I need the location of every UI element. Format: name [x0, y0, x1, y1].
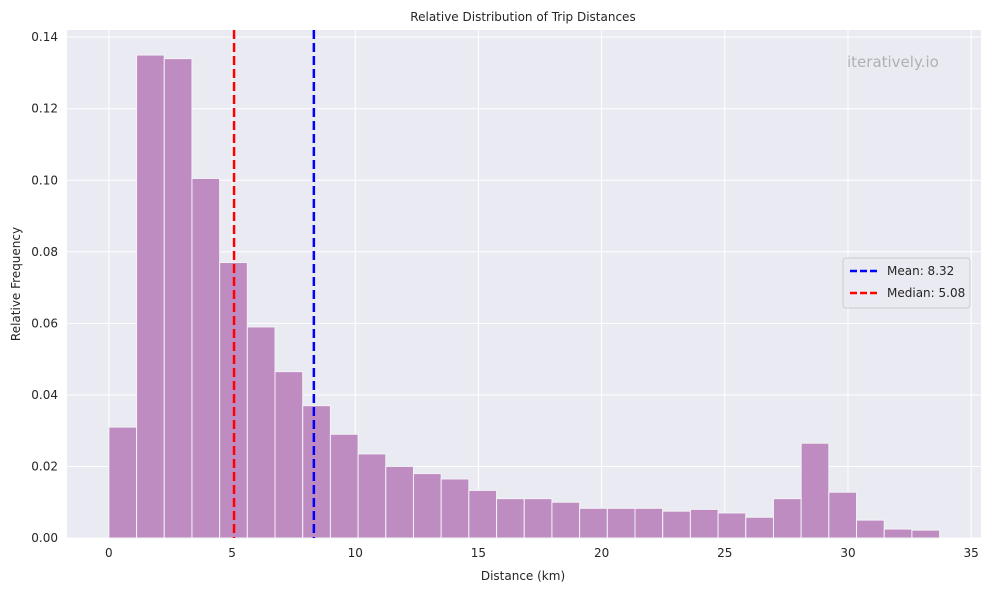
histogram-bar — [468, 489, 498, 539]
histogram-bar — [689, 508, 719, 539]
y-tick-label: 0.06 — [31, 316, 58, 330]
histogram-bar — [496, 498, 525, 539]
legend-median-label: Median: 5.08 — [887, 286, 965, 300]
histogram-bar — [329, 433, 359, 539]
histogram-bar — [191, 177, 221, 539]
x-axis-ticks: 0 5 10 15 20 25 30 35 — [105, 546, 979, 560]
histogram-bar — [136, 54, 165, 539]
histogram-bar — [523, 498, 553, 539]
x-tick-label: 15 — [471, 546, 486, 560]
legend-mean-label: Mean: 8.32 — [887, 264, 954, 278]
watermark: iteratively.io — [847, 53, 939, 71]
histogram-bar — [108, 426, 138, 539]
x-tick-label: 35 — [964, 546, 979, 560]
histogram-bar — [772, 498, 802, 539]
legend: Mean: 8.32 Median: 5.08 — [842, 257, 971, 309]
histogram-bar — [911, 529, 941, 539]
histogram-bar — [302, 405, 331, 539]
histogram-bar — [412, 473, 442, 539]
reference-lines — [232, 30, 316, 538]
chart-title: Relative Distribution of Trip Distances — [410, 10, 635, 24]
histogram-bar — [385, 465, 414, 539]
histogram-bar — [246, 326, 276, 539]
y-tick-label: 0.02 — [31, 459, 58, 473]
histogram-bar — [717, 512, 747, 539]
x-tick-label: 10 — [348, 546, 363, 560]
histogram-bar — [883, 528, 913, 539]
histogram-bar — [856, 519, 885, 539]
x-tick-label: 25 — [717, 546, 732, 560]
histogram-bar — [357, 453, 387, 539]
y-tick-label: 0.12 — [31, 102, 58, 116]
x-tick-label: 20 — [594, 546, 609, 560]
y-axis-label: Relative Frequency — [9, 227, 23, 341]
histogram-bar — [662, 510, 691, 539]
histogram-bar — [274, 371, 304, 539]
histogram-bar — [606, 507, 636, 539]
y-tick-label: 0.10 — [31, 173, 58, 187]
y-tick-label: 0.00 — [31, 531, 58, 545]
y-tick-label: 0.14 — [31, 30, 58, 44]
histogram-bar — [634, 507, 664, 539]
histogram-bar — [579, 507, 608, 539]
y-axis-ticks: 0.00 0.02 0.04 0.06 0.08 0.10 0.12 0.14 — [31, 30, 58, 545]
x-tick-label: 30 — [840, 546, 855, 560]
x-tick-label: 5 — [228, 546, 236, 560]
histogram-bar — [800, 442, 830, 539]
x-axis-label: Distance (km) — [481, 569, 565, 583]
histogram-bar — [440, 478, 470, 539]
histogram-bar — [745, 516, 774, 539]
x-tick-label: 0 — [105, 546, 113, 560]
histogram-bar — [551, 501, 581, 539]
histogram-bar — [163, 58, 193, 539]
y-tick-label: 0.08 — [31, 245, 58, 259]
y-tick-label: 0.04 — [31, 388, 58, 402]
histogram-bar — [828, 491, 858, 539]
